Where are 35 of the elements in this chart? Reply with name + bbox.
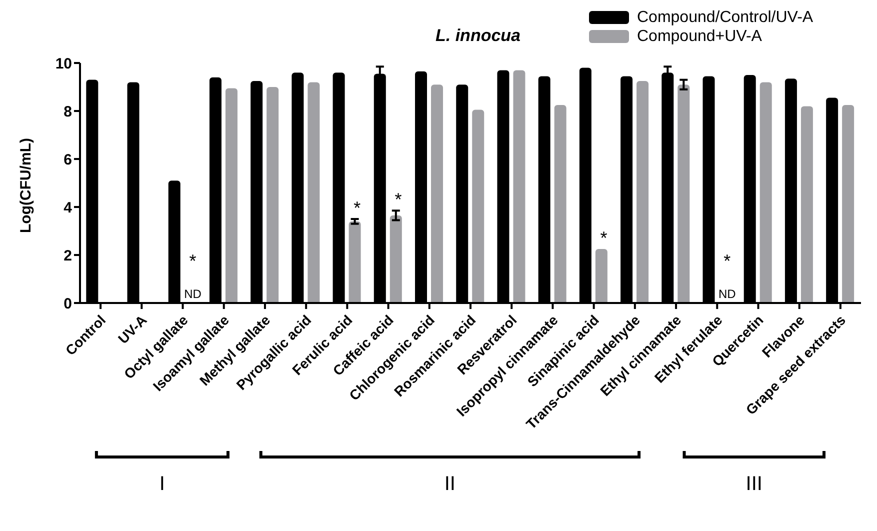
- bar: [513, 70, 526, 303]
- text: I: [158, 473, 166, 496]
- y-tick-label: 2: [64, 247, 72, 264]
- bar: [636, 81, 649, 303]
- annotation: *: [354, 198, 361, 218]
- legend-label: Compound/Control/UV-A: [637, 8, 814, 27]
- annotation: ND: [718, 287, 736, 301]
- bar: [308, 82, 320, 303]
- annotation: *: [189, 250, 196, 271]
- annotation: *: [394, 190, 402, 210]
- bar: [225, 88, 238, 303]
- annotation: *: [724, 250, 731, 271]
- bar: [554, 105, 566, 303]
- bar: [266, 87, 279, 303]
- legend-label: Compound+UV-A: [637, 27, 762, 46]
- bar: [348, 221, 361, 303]
- y-tick-label: 0: [64, 295, 72, 312]
- annotation: *: [600, 228, 608, 248]
- y-tick-label: 6: [64, 151, 72, 168]
- y-tick-label: 8: [64, 103, 72, 120]
- chart-title: L. innocua: [436, 26, 520, 45]
- bar: [431, 84, 444, 303]
- text: III: [744, 473, 764, 496]
- bar: [678, 84, 690, 303]
- bar: [390, 215, 402, 303]
- bar: [595, 249, 608, 303]
- bar: [800, 106, 813, 303]
- bar: [842, 105, 854, 303]
- y-axis-title: Log(CFU/mL): [17, 138, 34, 233]
- annotation: ND: [184, 287, 202, 301]
- text: II: [443, 473, 456, 496]
- bar: [760, 82, 772, 303]
- y-tick-label: 4: [64, 199, 73, 216]
- y-tick-label: 10: [55, 55, 72, 72]
- bar: [472, 110, 484, 303]
